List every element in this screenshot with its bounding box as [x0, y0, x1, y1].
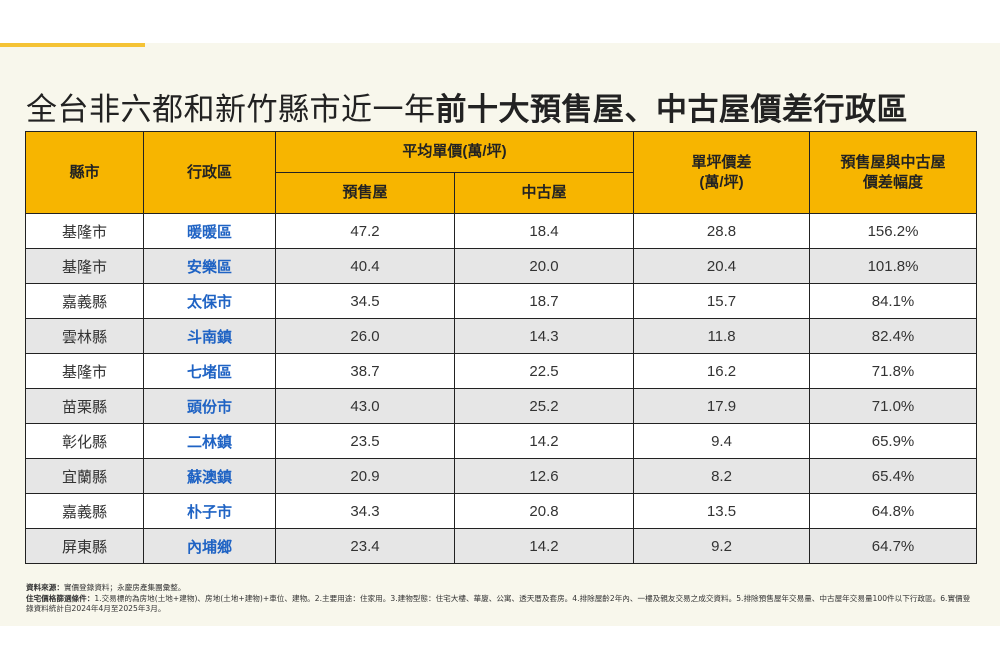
header-avg-price: 平均單價(萬/坪) — [274, 131, 635, 173]
cell-county: 基隆市 — [25, 353, 144, 389]
cell-pct: 82.4% — [809, 318, 978, 354]
header-price-diff: 單坪價差 (萬/坪) — [633, 131, 811, 214]
cell-diff: 9.2 — [633, 528, 811, 564]
cell-pct: 71.0% — [809, 388, 978, 424]
cell-diff: 17.9 — [633, 388, 811, 424]
cell-pct: 64.7% — [809, 528, 978, 564]
header-price-diff-line2: (萬/坪) — [699, 173, 744, 191]
cell-presale: 47.2 — [275, 213, 455, 249]
cell-pct: 156.2% — [809, 213, 978, 249]
cell-pct: 71.8% — [809, 353, 978, 389]
page-title: 全台非六都和新竹縣市近一年前十大預售屋、中古屋價差行政區 — [26, 85, 986, 135]
cell-used: 14.3 — [453, 318, 635, 354]
table-row: 屏東縣 內埔鄉 23.4 14.2 9.2 64.7% — [25, 528, 978, 564]
accent-bar — [0, 43, 145, 47]
header-gap-pct-line2: 價差幅度 — [863, 173, 924, 191]
footnote-source-text: 實價登錄資料；永慶房產集團彙整。 — [63, 583, 186, 592]
cell-district: 安樂區 — [143, 248, 276, 284]
cell-diff: 11.8 — [633, 318, 811, 354]
cell-district: 斗南鎮 — [143, 318, 276, 354]
header-row-2: 預售屋 中古屋 — [26, 172, 977, 214]
title-part-bold: 前十大預售屋、中古屋價差行政區 — [435, 92, 908, 128]
cell-used: 18.4 — [453, 213, 635, 249]
cell-presale: 34.3 — [275, 493, 455, 529]
cell-district: 內埔鄉 — [143, 528, 276, 564]
cell-pct: 101.8% — [809, 248, 978, 284]
cell-diff: 15.7 — [633, 283, 811, 319]
header-gap-pct-line1: 預售屋與中古屋 — [840, 153, 946, 171]
table-row: 彰化縣 二林鎮 23.5 14.2 9.4 65.9% — [25, 423, 978, 459]
table-row: 基隆市 七堵區 38.7 22.5 16.2 71.8% — [25, 353, 978, 389]
cell-district: 頭份市 — [143, 388, 276, 424]
cell-used: 25.2 — [453, 388, 635, 424]
table-row: 宜蘭縣 蘇澳鎮 20.9 12.6 8.2 65.4% — [25, 458, 978, 494]
cell-presale: 40.4 — [275, 248, 455, 284]
cell-county: 嘉義縣 — [25, 493, 144, 529]
cell-county: 苗栗縣 — [25, 388, 144, 424]
footnote-criteria-label: 住宅價格篩選條件： — [26, 593, 95, 603]
footnotes: 資料來源：實價登錄資料；永慶房產集團彙整。 住宅價格篩選條件：1.交易標的為房地… — [26, 583, 976, 615]
cell-pct: 84.1% — [809, 283, 978, 319]
cell-diff: 28.8 — [633, 213, 811, 249]
header-district: 行政區 — [143, 131, 276, 214]
cell-county: 雲林縣 — [25, 318, 144, 354]
footnote-criteria: 住宅價格篩選條件：1.交易標的為房地(土地+建物)、房地(土地+建物)+車位、建… — [26, 594, 976, 615]
cell-county: 彰化縣 — [25, 423, 144, 459]
cell-used: 18.7 — [453, 283, 635, 319]
cell-diff: 16.2 — [633, 353, 811, 389]
header-used: 中古屋 — [453, 172, 635, 214]
header-county: 縣市 — [25, 131, 144, 214]
cell-county: 基隆市 — [25, 248, 144, 284]
table-row: 嘉義縣 朴子市 34.3 20.8 13.5 64.8% — [25, 493, 978, 529]
cell-used: 22.5 — [453, 353, 635, 389]
footnote-source-label: 資料來源： — [26, 583, 64, 592]
header-price-diff-line1: 單坪價差 — [691, 153, 752, 171]
header-gap-pct: 預售屋與中古屋 價差幅度 — [809, 131, 978, 214]
cell-district: 蘇澳鎮 — [143, 458, 276, 494]
cell-district: 朴子市 — [143, 493, 276, 529]
cell-district: 二林鎮 — [143, 423, 276, 459]
header-row-1: 縣市 行政區 平均單價(萬/坪) 單坪價差 (萬/坪) 預售屋與中古屋 價差幅度 — [25, 131, 978, 214]
cell-county: 基隆市 — [25, 213, 144, 249]
cell-presale: 43.0 — [275, 388, 455, 424]
header-presale: 預售屋 — [275, 172, 455, 214]
price-gap-table: 縣市 行政區 平均單價(萬/坪) 單坪價差 (萬/坪) 預售屋與中古屋 價差幅度… — [25, 131, 978, 564]
table-row: 嘉義縣 太保市 34.5 18.7 15.7 84.1% — [25, 283, 978, 319]
table-row: 基隆市 暖暖區 47.2 18.4 28.8 156.2% — [25, 213, 978, 249]
table-row: 基隆市 安樂區 40.4 20.0 20.4 101.8% — [25, 248, 978, 284]
cell-presale: 20.9 — [275, 458, 455, 494]
cell-diff: 20.4 — [633, 248, 811, 284]
title-part-regular: 全台非六都和新竹縣市近一年 — [26, 92, 436, 128]
cell-pct: 65.4% — [809, 458, 978, 494]
cell-district: 七堵區 — [143, 353, 276, 389]
cell-diff: 9.4 — [633, 423, 811, 459]
cell-presale: 23.4 — [275, 528, 455, 564]
cell-used: 14.2 — [453, 528, 635, 564]
cell-diff: 13.5 — [633, 493, 811, 529]
cell-presale: 23.5 — [275, 423, 455, 459]
cell-pct: 65.9% — [809, 423, 978, 459]
table-row: 苗栗縣 頭份市 43.0 25.2 17.9 71.0% — [25, 388, 978, 424]
cell-pct: 64.8% — [809, 493, 978, 529]
cell-county: 嘉義縣 — [25, 283, 144, 319]
cell-district: 暖暖區 — [143, 213, 276, 249]
footnote-criteria-text: 1.交易標的為房地(土地+建物)、房地(土地+建物)+車位、建物。2.主要用途：… — [26, 593, 971, 614]
cell-used: 20.0 — [453, 248, 635, 284]
cell-county: 屏東縣 — [25, 528, 144, 564]
cell-district: 太保市 — [143, 283, 276, 319]
infographic-canvas: 全台非六都和新竹縣市近一年前十大預售屋、中古屋價差行政區 縣市 行政區 平均單價… — [0, 43, 1000, 626]
cell-presale: 38.7 — [275, 353, 455, 389]
footnote-source: 資料來源：實價登錄資料；永慶房產集團彙整。 — [26, 583, 976, 594]
cell-used: 20.8 — [453, 493, 635, 529]
table-row: 雲林縣 斗南鎮 26.0 14.3 11.8 82.4% — [25, 318, 978, 354]
cell-diff: 8.2 — [633, 458, 811, 494]
cell-county: 宜蘭縣 — [25, 458, 144, 494]
cell-used: 14.2 — [453, 423, 635, 459]
cell-presale: 26.0 — [275, 318, 455, 354]
cell-used: 12.6 — [453, 458, 635, 494]
cell-presale: 34.5 — [275, 283, 455, 319]
